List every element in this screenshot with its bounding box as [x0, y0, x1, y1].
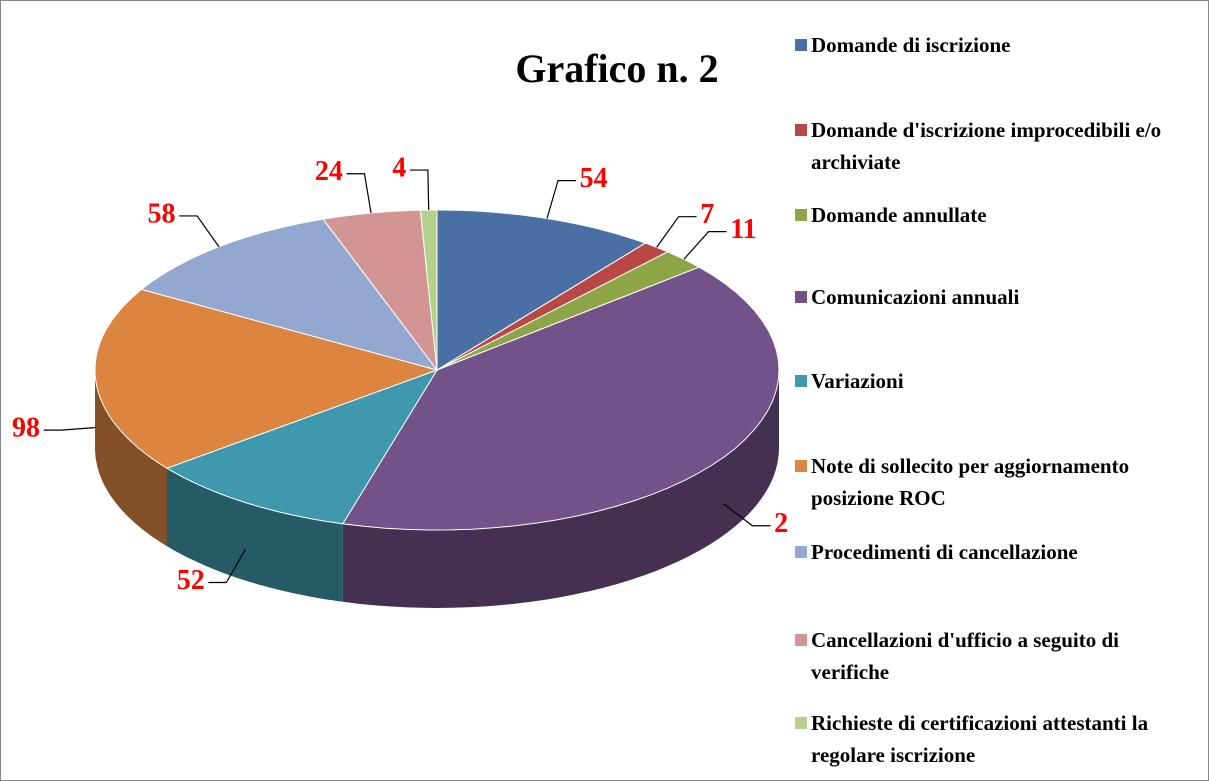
- legend-item: Richieste di certificazioni attestanti l…: [795, 707, 1195, 771]
- data-label: 58: [148, 198, 176, 229]
- legend-label: Domande annullate: [811, 203, 987, 227]
- legend-label: Procedimenti di cancellazione: [811, 540, 1078, 564]
- legend-swatch: [795, 546, 807, 558]
- data-label: 210: [774, 508, 790, 539]
- legend-item: Comunicazioni annuali: [795, 281, 1195, 313]
- leader-line: [546, 180, 577, 219]
- leader-line: [179, 215, 220, 248]
- pie-side: [342, 370, 779, 608]
- pie-slice: [341, 266, 780, 531]
- chart: Grafico n. 2 54 7 11 210 52 98 58 24 4: [12, 46, 790, 608]
- leader-line: [409, 169, 430, 211]
- data-label: 52: [177, 565, 205, 596]
- data-label: 54: [580, 163, 608, 194]
- legend-label: Domande d'iscrizione improcedibili e/o a…: [811, 118, 1162, 174]
- legend-label: Comunicazioni annuali: [811, 285, 1020, 309]
- legend-item: Procedimenti di cancellazione: [795, 536, 1195, 568]
- legend-item: Variazioni: [795, 365, 1195, 397]
- legend-swatch: [795, 717, 807, 729]
- leader-line: [43, 426, 96, 431]
- data-label: 11: [730, 214, 756, 245]
- legend-swatch: [795, 209, 807, 221]
- legend-item: Domande di iscrizione: [795, 29, 1195, 61]
- legend-swatch: [795, 124, 807, 136]
- legend-swatch: [795, 460, 807, 472]
- chart-title: Grafico n. 2: [515, 46, 718, 91]
- legend-item: Domande annullate: [795, 199, 1195, 231]
- legend-item: Note di sollecito per aggiornamento posi…: [795, 450, 1195, 514]
- legend-swatch: [795, 634, 807, 646]
- leader-line: [346, 173, 372, 214]
- pie-side: [95, 370, 167, 547]
- legend-swatch: [795, 291, 807, 303]
- leader-line: [208, 549, 247, 584]
- legend-label: Richieste di certificazioni attestanti l…: [811, 711, 1149, 767]
- leader-line: [723, 503, 771, 527]
- legend-label: Domande di iscrizione: [811, 33, 1011, 57]
- legend-item: Cancellazioni d'ufficio a seguito di ver…: [795, 624, 1195, 688]
- legend-swatch: [795, 375, 807, 387]
- data-label: 7: [700, 199, 714, 230]
- pie-slice: [436, 251, 701, 371]
- legend-label: Variazioni: [811, 369, 904, 393]
- leader-line: [656, 216, 697, 248]
- pie-slice: [436, 242, 669, 371]
- legend-swatch: [795, 39, 807, 51]
- data-label: 98: [12, 413, 40, 444]
- pie-slice: [165, 369, 439, 525]
- data-label: 4: [392, 152, 406, 183]
- legend-label: Cancellazioni d'ufficio a seguito di ver…: [811, 628, 1120, 684]
- legend-label: Note di sollecito per aggiornamento posi…: [811, 454, 1130, 510]
- pie-slice: [94, 288, 439, 469]
- leader-line: [683, 231, 727, 260]
- legend-item: Domande d'iscrizione improcedibili e/o a…: [795, 114, 1195, 178]
- pie-side: [167, 468, 343, 602]
- data-label: 24: [315, 156, 343, 187]
